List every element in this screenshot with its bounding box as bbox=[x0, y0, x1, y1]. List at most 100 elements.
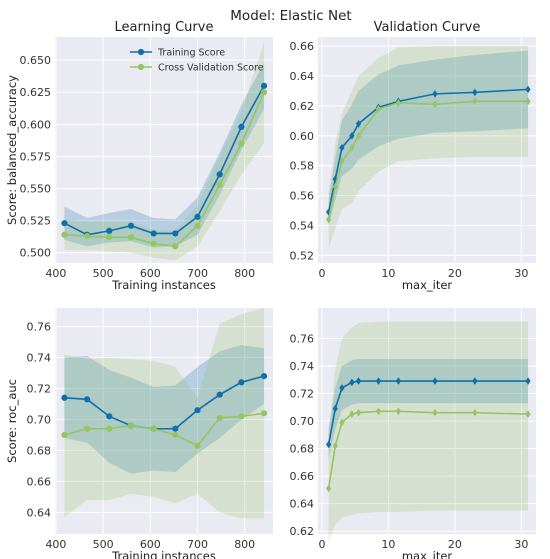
data-point-cv bbox=[127, 422, 135, 429]
x-tick-label: 800 bbox=[234, 267, 255, 280]
x-axis-label: Training instances bbox=[111, 278, 216, 292]
data-point-training bbox=[150, 230, 157, 237]
x-axis-label: Training instances bbox=[111, 549, 216, 559]
y-axis-label: Score: balanced_accuracy bbox=[5, 75, 19, 225]
chart-title: Validation Curve bbox=[374, 20, 481, 35]
data-point-cv bbox=[194, 222, 201, 229]
y-tick-label: 0.62 bbox=[290, 100, 315, 113]
y-tick-label: 0.525 bbox=[20, 215, 52, 228]
figure-title: Model: Elastic Net bbox=[230, 8, 351, 24]
data-point-training bbox=[83, 396, 91, 403]
x-tick-label: 800 bbox=[234, 538, 255, 551]
data-point-training bbox=[339, 143, 345, 152]
y-tick-label: 0.625 bbox=[20, 86, 52, 99]
data-point-cv bbox=[106, 425, 113, 432]
y-tick-label: 0.66 bbox=[290, 470, 315, 483]
x-tick-label: 600 bbox=[140, 267, 161, 280]
plot-area bbox=[55, 37, 273, 263]
data-point-training bbox=[260, 82, 268, 89]
y-tick-label: 0.64 bbox=[290, 70, 315, 83]
x-tick-label: 10 bbox=[381, 538, 395, 551]
x-tick-label: 400 bbox=[45, 538, 66, 551]
data-point-training bbox=[216, 171, 223, 178]
x-axis-label: max_iter bbox=[402, 549, 453, 559]
y-tick-label: 0.68 bbox=[290, 443, 315, 456]
data-point-cv bbox=[349, 410, 355, 418]
chart-title: Learning Curve bbox=[115, 20, 214, 35]
data-point-cv bbox=[395, 99, 402, 107]
data-point-training bbox=[375, 377, 382, 385]
data-point-cv bbox=[172, 431, 179, 439]
data-point-cv bbox=[332, 182, 338, 191]
y-tick-label: 0.76 bbox=[290, 332, 315, 345]
y-tick-label: 0.54 bbox=[290, 220, 315, 233]
data-point-cv bbox=[375, 407, 382, 416]
x-tick-label: 700 bbox=[187, 267, 208, 280]
x-tick-label: 600 bbox=[140, 538, 161, 551]
series-line-cv bbox=[327, 410, 529, 489]
y-axis-label: Score: roc_auc bbox=[5, 379, 19, 463]
y-tick-label: 0.66 bbox=[27, 475, 52, 488]
data-point-cv bbox=[150, 240, 157, 247]
legend-entry: Cross Validation Score bbox=[158, 63, 264, 74]
chart-panels: 400 500 600 700 8000.5000.5250.5500.5750.600… bbox=[5, 20, 536, 559]
data-point-training bbox=[216, 391, 223, 398]
data-point-cv bbox=[260, 410, 268, 417]
data-point-cv bbox=[355, 131, 362, 140]
data-point-training bbox=[194, 407, 201, 414]
data-point-training bbox=[326, 440, 332, 449]
legend-marker bbox=[137, 48, 145, 56]
data-point-training bbox=[432, 377, 438, 385]
confidence-band-cv bbox=[328, 321, 529, 543]
data-point-training bbox=[238, 123, 245, 130]
data-point-training bbox=[339, 384, 345, 392]
x-tick-label: 500 bbox=[93, 538, 114, 551]
data-point-training bbox=[349, 378, 355, 387]
data-point-cv bbox=[525, 410, 531, 418]
x-tick-label: 700 bbox=[187, 538, 208, 551]
y-tick-label: 0.650 bbox=[20, 54, 52, 67]
data-point-training bbox=[106, 413, 113, 420]
legend-marker bbox=[137, 63, 145, 71]
y-tick-label: 0.68 bbox=[27, 444, 52, 457]
y-tick-label: 0.64 bbox=[27, 506, 52, 519]
x-tick-label: 0 bbox=[318, 267, 325, 280]
series-line-training bbox=[327, 380, 529, 445]
x-tick-label: 10 bbox=[381, 267, 395, 280]
data-point-training bbox=[525, 377, 531, 385]
confidence-band-cv bbox=[64, 42, 265, 261]
data-point-cv bbox=[61, 431, 68, 439]
data-point-cv bbox=[326, 215, 332, 224]
series-line-training bbox=[64, 85, 265, 236]
series-line-cv bbox=[327, 100, 529, 220]
data-point-cv bbox=[432, 100, 438, 109]
data-point-training bbox=[525, 85, 531, 94]
y-tick-label: 0.76 bbox=[27, 321, 52, 334]
chart-lc-top: 400 500 600 700 800 0.500 0.525 0.550 0.575 0.600… bbox=[5, 20, 273, 292]
x-tick-label: 500 bbox=[93, 267, 114, 280]
data-point-training bbox=[395, 377, 402, 385]
data-point-training bbox=[332, 175, 338, 183]
data-point-cv bbox=[238, 413, 245, 420]
data-point-cv bbox=[332, 442, 338, 450]
legend-entry: Training Score bbox=[157, 48, 225, 59]
data-point-cv bbox=[172, 243, 179, 250]
data-point-cv bbox=[216, 414, 223, 422]
data-point-cv bbox=[339, 418, 345, 427]
data-point-cv bbox=[61, 231, 68, 238]
data-point-training bbox=[332, 404, 338, 413]
data-point-cv bbox=[349, 143, 355, 152]
confidence-band-training bbox=[64, 345, 265, 474]
data-point-training bbox=[260, 373, 268, 380]
data-point-cv bbox=[216, 181, 223, 188]
chart-vc-top: 0 10 20 30 0.52 0.54 0.56 0.58 0.60 0.62 0.64 0.66 V… bbox=[290, 20, 536, 292]
y-tick-label: 0.56 bbox=[290, 190, 315, 203]
series-line-cv bbox=[64, 91, 265, 248]
x-tick-label: 30 bbox=[514, 538, 528, 551]
y-tick-label: 0.58 bbox=[290, 160, 315, 173]
data-point-training bbox=[61, 220, 68, 227]
data-point-cv bbox=[432, 408, 438, 417]
x-axis-label: max_iter bbox=[402, 278, 453, 292]
y-tick-label: 0.52 bbox=[290, 250, 315, 263]
